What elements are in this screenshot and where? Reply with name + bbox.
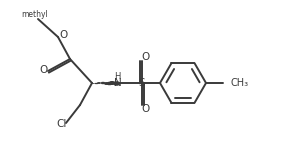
Text: N: N	[114, 78, 122, 88]
Text: O: O	[142, 104, 150, 114]
Text: O: O	[39, 65, 47, 75]
Text: H: H	[114, 71, 120, 80]
Text: S: S	[139, 78, 145, 88]
Text: methyl: methyl	[22, 10, 48, 19]
Text: Cl: Cl	[57, 119, 67, 129]
Text: O: O	[142, 52, 150, 62]
Text: O: O	[59, 30, 67, 40]
Text: CH₃: CH₃	[231, 78, 249, 88]
